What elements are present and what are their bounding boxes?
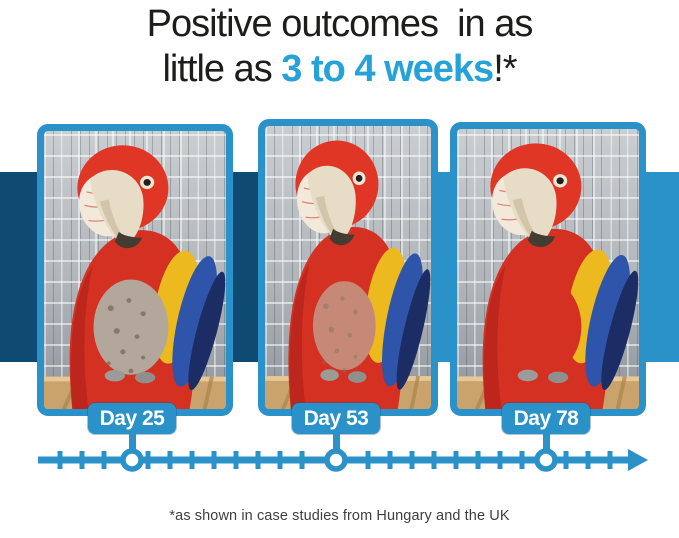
wing-blue (382, 253, 423, 387)
chest-patch (312, 281, 376, 371)
beak (90, 169, 144, 244)
badge-day-25: Day 25 (88, 403, 176, 455)
parrot-illustration (44, 145, 226, 409)
wing-blue (585, 255, 630, 387)
chest-speckles (322, 296, 358, 373)
chest-patch (93, 279, 169, 375)
badge-stem (128, 434, 136, 455)
badge-label: Day 25 (99, 406, 165, 430)
photo-day-25 (37, 124, 233, 416)
headline-line2-prefix: little as (162, 48, 282, 90)
headline-line2-suffix: !* (493, 48, 517, 90)
eye (143, 178, 151, 186)
parrot-illustration (265, 140, 431, 409)
eye (355, 174, 363, 182)
wing-blue (172, 256, 217, 387)
foot (104, 369, 125, 382)
badge-day-78: Day 78 (502, 403, 590, 455)
timeline-marker (324, 448, 348, 472)
chest-speckles (106, 298, 146, 374)
badge-label: Day 53 (303, 406, 369, 430)
beak (307, 165, 356, 241)
headline-highlight: 3 to 4 weeks (281, 48, 494, 90)
foot (517, 369, 538, 382)
headline: Positive outcomes in as little as 3 to 4… (0, 2, 679, 92)
headline-line1: Positive outcomes in as (146, 3, 534, 45)
headline-line2: little as 3 to 4 weeks!* (0, 47, 679, 92)
foot (320, 369, 339, 381)
photo-day-53 (258, 119, 438, 416)
chest-patch (506, 278, 582, 375)
beak (503, 168, 557, 243)
eye (556, 177, 564, 185)
badge-stem (542, 434, 550, 455)
timeline-arrowhead-icon (628, 449, 648, 471)
parrot-illustration (457, 143, 639, 409)
footnote: *as shown in case studies from Hungary a… (169, 508, 510, 524)
badge-stem (332, 434, 340, 455)
timeline-marker (534, 448, 558, 472)
timeline-marker (120, 448, 144, 472)
photo-day-78 (450, 122, 646, 416)
badge-label: Day 78 (513, 406, 579, 430)
badge-day-53: Day 53 (292, 403, 380, 455)
timeline (38, 448, 648, 472)
